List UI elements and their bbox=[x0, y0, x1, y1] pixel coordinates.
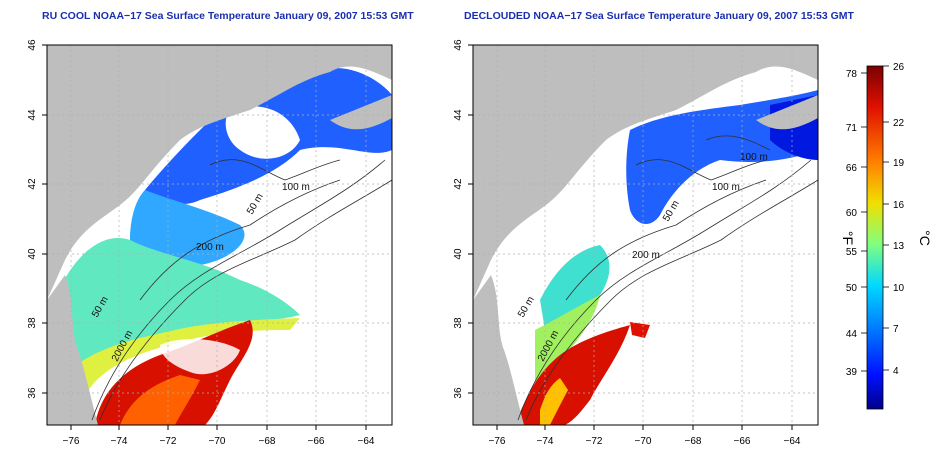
right-lat-tick-label: 40 bbox=[453, 248, 464, 260]
colorbar-f-tick: 66 bbox=[846, 163, 858, 174]
right-lat-tick-label: 36 bbox=[453, 387, 464, 399]
colorbar-c-tick: 26 bbox=[893, 62, 905, 73]
left-lon-tick-label: −70 bbox=[209, 436, 226, 447]
colorbar-f-tick: 71 bbox=[846, 123, 858, 134]
right-contour-label: 200 m bbox=[632, 250, 660, 261]
colorbar-celsius-label: °C bbox=[917, 230, 933, 246]
right-lon-tick-label: −74 bbox=[537, 436, 554, 447]
left-lat-tick-label: 36 bbox=[27, 387, 38, 399]
colorbar-c-tick: 22 bbox=[893, 118, 905, 129]
left-lat-tick-label: 40 bbox=[27, 248, 38, 260]
right-sst-orange-patch bbox=[540, 378, 568, 425]
right-land-nova-scotia bbox=[756, 95, 818, 130]
right-lat-tick-label: 42 bbox=[453, 178, 464, 190]
right-sst-mid-region bbox=[540, 245, 610, 330]
left-graticule bbox=[47, 45, 392, 425]
left-map-frame bbox=[46, 44, 393, 426]
colorbar-f-tick: 60 bbox=[846, 208, 858, 219]
left-lon-tick-label: −64 bbox=[358, 436, 375, 447]
right-lat-tick-label: 44 bbox=[453, 109, 464, 121]
colorbar-c-tick: 13 bbox=[893, 241, 905, 252]
right-graticule bbox=[473, 45, 818, 425]
right-lon-tick-label: −72 bbox=[586, 436, 603, 447]
left-lon-tick-label: −72 bbox=[160, 436, 177, 447]
left-land-south bbox=[47, 275, 98, 425]
left-lon-tick-label: −74 bbox=[111, 436, 128, 447]
right-bathymetry-contours bbox=[517, 135, 818, 421]
left-sst-yellow-region bbox=[70, 318, 300, 395]
colorbar-f-tick: 44 bbox=[846, 329, 858, 340]
colorbar-c-tick: 7 bbox=[893, 324, 899, 335]
left-map-title: RU COOL NOAA−17 Sea Surface Temperature … bbox=[42, 10, 414, 22]
left-lon-tick-label: −76 bbox=[63, 436, 80, 447]
right-lon-tick-label: −68 bbox=[685, 436, 702, 447]
left-lat-tick-label: 42 bbox=[27, 178, 38, 190]
right-map-frame bbox=[472, 44, 819, 426]
right-lon-tick-label: −66 bbox=[734, 436, 751, 447]
colorbar-fahrenheit-label: °F bbox=[840, 231, 856, 245]
left-sst-mid-region bbox=[55, 238, 300, 370]
left-sst-cool-region bbox=[130, 190, 245, 266]
left-lat-tick-label: 46 bbox=[27, 39, 38, 51]
right-lon-tick-label: −70 bbox=[635, 436, 652, 447]
right-lat-tick-label: 46 bbox=[453, 39, 464, 51]
axis-ticks bbox=[42, 44, 793, 430]
left-lat-tick-label: 38 bbox=[27, 317, 38, 329]
left-land-north bbox=[47, 45, 392, 300]
left-sst-orange-patch bbox=[120, 375, 200, 425]
left-lon-tick-label: −66 bbox=[308, 436, 325, 447]
left-cloud-patch bbox=[225, 106, 300, 159]
right-map: 100 m 100 m 50 m 200 m 50 m 2000 m bbox=[472, 44, 819, 426]
left-lon-tick-label: −68 bbox=[259, 436, 276, 447]
left-contour-label: 200 m bbox=[196, 242, 224, 253]
right-lon-tick-label: −76 bbox=[489, 436, 506, 447]
left-lat-tick-label: 44 bbox=[27, 109, 38, 121]
right-land-south bbox=[473, 275, 524, 425]
left-bathymetry-contours bbox=[91, 159, 392, 421]
left-contour-label: 100 m bbox=[282, 182, 310, 193]
right-lat-tick-label: 38 bbox=[453, 317, 464, 329]
colorbar: 78 71 66 60 55 50 44 39 26 22 19 16 13 1… bbox=[840, 62, 933, 410]
right-map-title: DECLOUDED NOAA−17 Sea Surface Temperatur… bbox=[464, 10, 854, 22]
colorbar-f-tick: 55 bbox=[846, 247, 858, 258]
right-contour-label: 100 m bbox=[740, 152, 768, 163]
colorbar-f-tick: 50 bbox=[846, 283, 858, 294]
colorbar-gradient bbox=[866, 65, 884, 410]
colorbar-f-tick: 39 bbox=[846, 367, 858, 378]
colorbar-f-tick: 78 bbox=[846, 69, 858, 80]
colorbar-c-tick: 19 bbox=[893, 158, 905, 169]
right-land-north bbox=[473, 45, 818, 300]
right-lon-tick-label: −64 bbox=[784, 436, 801, 447]
colorbar-c-tick: 10 bbox=[893, 283, 905, 294]
colorbar-c-tick: 16 bbox=[893, 200, 905, 211]
right-sst-warm-eddy bbox=[630, 322, 650, 338]
right-contour-label: 100 m bbox=[712, 182, 740, 193]
colorbar-c-tick: 4 bbox=[893, 366, 899, 377]
left-map: 100 m 50 m 200 m 50 m 2000 m bbox=[46, 44, 393, 426]
left-land-nova-scotia bbox=[330, 95, 392, 130]
left-cloud-patch bbox=[160, 338, 240, 375]
